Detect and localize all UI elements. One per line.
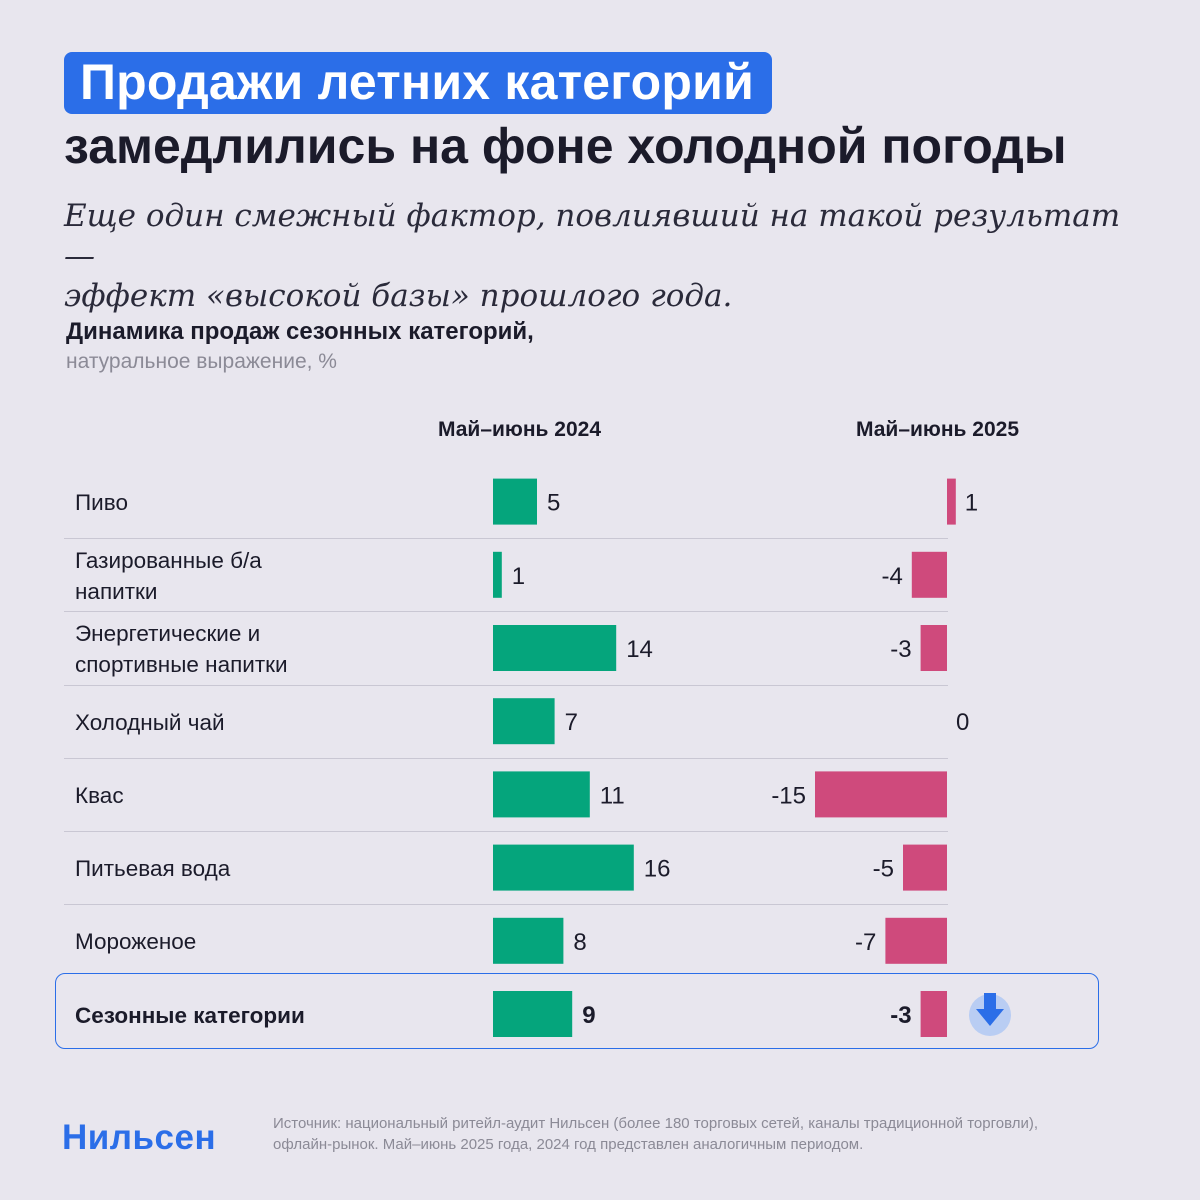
value-label-2025: -5 bbox=[873, 856, 894, 883]
row-label: Пиво bbox=[75, 487, 395, 518]
source-line-2: офлайн-рынок. Май–июнь 2025 года, 2024 г… bbox=[273, 1136, 864, 1153]
bar-2025 bbox=[885, 917, 947, 964]
column-header-2025: Май–июнь 2025 bbox=[856, 418, 1020, 441]
value-label-2024: 7 bbox=[565, 709, 578, 736]
row-divider bbox=[64, 831, 948, 832]
bar-2024 bbox=[493, 991, 573, 1037]
value-label-2025: -3 bbox=[890, 636, 911, 663]
row-label: Мороженое bbox=[75, 926, 395, 957]
bar-2024 bbox=[493, 844, 634, 891]
row-label-line: спортивные напитки bbox=[75, 652, 288, 677]
chart-subtitle: натуральное выражение, % bbox=[66, 350, 337, 373]
value-label-2025: 1 bbox=[965, 490, 978, 517]
value-label-2024: 11 bbox=[600, 782, 625, 809]
value-label-2024: 14 bbox=[626, 636, 653, 663]
row-label: Энергетические и спортивные напитки bbox=[75, 618, 395, 680]
value-label-2024: 8 bbox=[573, 929, 586, 956]
value-label-2025: 0 bbox=[956, 709, 969, 736]
row-divider bbox=[64, 611, 948, 612]
row-label-line: Пиво bbox=[75, 490, 128, 516]
row-label: Сезонные категории bbox=[75, 1000, 395, 1031]
title-block: Продажи летних категорий замедлились на … bbox=[64, 52, 1164, 174]
row-divider bbox=[64, 758, 948, 759]
bar-2024 bbox=[493, 917, 564, 964]
row-divider bbox=[64, 538, 948, 539]
row-label-line: Холодный чай bbox=[75, 709, 225, 735]
row-label-line: Питьевая вода bbox=[75, 856, 231, 882]
row-label: Квас bbox=[75, 780, 395, 811]
chart-title: Динамика продаж сезонных категорий, bbox=[66, 318, 534, 345]
bar-2025 bbox=[920, 991, 947, 1037]
bar-2025 bbox=[903, 844, 947, 891]
value-label-2024: 1 bbox=[512, 563, 525, 590]
row-label-line: Энергетические и bbox=[75, 621, 261, 646]
bar-2024 bbox=[493, 551, 502, 598]
subtitle-line-2: эффект «высокой базы» прошлого года. bbox=[64, 278, 733, 314]
subtitle-line-1: Еще один смежный фактор, повлиявший на т… bbox=[64, 198, 1121, 274]
value-label-2024: 5 bbox=[547, 490, 560, 517]
nielsen-logo: Нильсен bbox=[62, 1118, 217, 1157]
row-divider bbox=[64, 904, 948, 905]
row-label: Газированные б/а напитки bbox=[75, 545, 395, 607]
row-label-line: Сезонные категории bbox=[75, 1002, 305, 1028]
bar-2024 bbox=[493, 771, 590, 818]
value-label-2025: -7 bbox=[855, 929, 876, 956]
value-label-2025: -4 bbox=[881, 563, 902, 590]
bar-2024 bbox=[493, 625, 617, 671]
row-divider bbox=[64, 685, 948, 686]
title-highlight: Продажи летних категорий bbox=[64, 52, 773, 114]
bar-2025 bbox=[815, 771, 947, 818]
total-row-highlight bbox=[55, 973, 1099, 1049]
value-label-2024: 16 bbox=[644, 856, 671, 883]
arrow-down-icon bbox=[969, 993, 1011, 1036]
value-label-2025: -15 bbox=[771, 782, 806, 809]
source-note: Источник: национальный ритейл-аудит Ниль… bbox=[273, 1113, 1153, 1155]
row-label-line: Мороженое bbox=[75, 929, 197, 955]
row-label-line: Квас bbox=[75, 782, 124, 808]
row-label-line: напитки bbox=[75, 578, 158, 604]
value-label-2025: -3 bbox=[890, 1002, 911, 1029]
value-label-2024: 9 bbox=[582, 1002, 595, 1029]
bar-2024 bbox=[493, 478, 537, 525]
row-label: Питьевая вода bbox=[75, 853, 395, 884]
row-label-line: Газированные б/а bbox=[75, 547, 262, 573]
bar-2024 bbox=[493, 698, 555, 745]
bar-2025 bbox=[920, 625, 947, 671]
subtitle: Еще один смежный фактор, повлиявший на т… bbox=[64, 196, 1144, 316]
title-rest: замедлились на фоне холодной погоды bbox=[64, 118, 1067, 174]
column-header-2024: Май–июнь 2024 bbox=[438, 418, 602, 441]
bar-2025 bbox=[947, 478, 956, 525]
bar-2025 bbox=[911, 551, 947, 598]
source-line-1: Источник: национальный ритейл-аудит Ниль… bbox=[273, 1115, 1039, 1132]
row-label: Холодный чай bbox=[75, 707, 395, 738]
